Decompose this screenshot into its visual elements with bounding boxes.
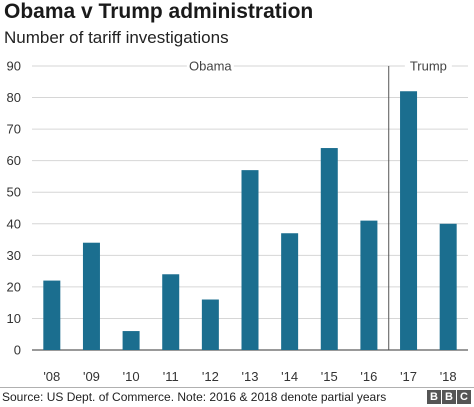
y-tick-label: 50 xyxy=(7,185,21,200)
x-tick-label: '16 xyxy=(360,369,377,384)
bars xyxy=(43,91,457,350)
x-tick-label: '10 xyxy=(123,369,140,384)
period-annotations: Obama Trump xyxy=(186,58,452,350)
y-tick-label: 0 xyxy=(14,343,21,358)
bar xyxy=(439,223,457,350)
x-tick-label: '18 xyxy=(440,369,457,384)
y-tick-label: 20 xyxy=(7,279,21,294)
bar xyxy=(201,299,219,350)
bar xyxy=(82,242,100,350)
period-label: Trump xyxy=(410,59,447,74)
y-tick-label: 40 xyxy=(7,216,21,231)
y-axis-ticks: 0 10 20 30 40 50 60 70 80 90 xyxy=(7,59,21,358)
bar xyxy=(241,170,259,350)
gridlines xyxy=(32,65,468,351)
x-axis-ticks: '08 '09 '10 '11 '12 '13 '14 '15 '16 '17 '18 xyxy=(43,369,456,384)
period-label-backdrop xyxy=(404,58,452,74)
y-tick-label: 80 xyxy=(7,90,21,105)
logo-letter: C xyxy=(457,390,471,404)
source-note: Source: US Dept. of Commerce. Note: 2016… xyxy=(2,390,387,404)
bar xyxy=(400,91,418,350)
y-tick-label: 60 xyxy=(7,153,21,168)
logo-letter: B xyxy=(442,390,456,404)
period-label-backdrop xyxy=(186,58,234,74)
bbc-logo: B B C xyxy=(427,390,471,404)
x-tick-label: '17 xyxy=(400,369,417,384)
x-tick-label: '09 xyxy=(83,369,100,384)
y-tick-label: 70 xyxy=(7,122,21,137)
x-tick-label: '15 xyxy=(321,369,338,384)
bar xyxy=(162,274,180,350)
bar xyxy=(281,233,299,350)
bar xyxy=(43,280,61,350)
bar xyxy=(360,220,378,350)
y-tick-label: 10 xyxy=(7,311,21,326)
x-tick-label: '12 xyxy=(202,369,219,384)
bar xyxy=(122,331,140,350)
x-tick-label: '14 xyxy=(281,369,298,384)
period-label: Obama xyxy=(189,59,232,74)
x-tick-label: '13 xyxy=(242,369,259,384)
chart-title: Obama v Trump administration xyxy=(4,0,314,23)
x-tick-label: '08 xyxy=(43,369,60,384)
bar xyxy=(320,148,338,350)
footer-divider xyxy=(0,387,474,388)
chart-subtitle: Number of tariff investigations xyxy=(4,28,229,47)
logo-letter: B xyxy=(427,390,441,404)
x-tick-label: '11 xyxy=(163,369,179,384)
y-tick-label: 90 xyxy=(7,59,21,74)
y-tick-label: 30 xyxy=(7,248,21,263)
